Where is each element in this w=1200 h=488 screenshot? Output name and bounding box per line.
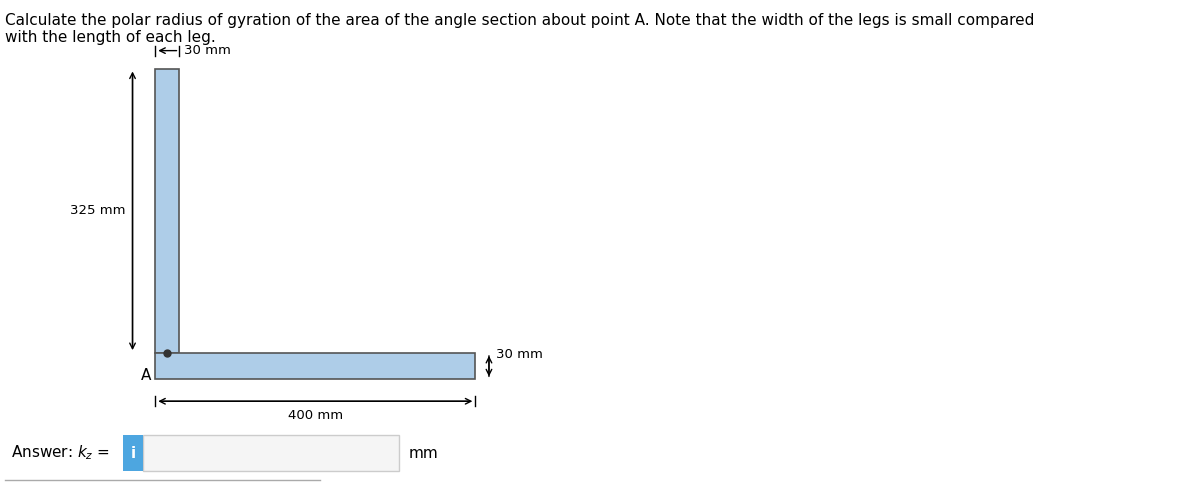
Text: mm: mm <box>408 446 438 461</box>
Text: Answer: $k_z$ =: Answer: $k_z$ = <box>11 444 110 462</box>
Text: 325 mm: 325 mm <box>70 204 125 217</box>
Text: i: i <box>131 446 136 461</box>
Text: Calculate the polar radius of gyration of the area of the angle section about po: Calculate the polar radius of gyration o… <box>5 13 1034 45</box>
FancyBboxPatch shape <box>144 435 400 471</box>
Text: A: A <box>140 368 151 383</box>
FancyBboxPatch shape <box>155 353 475 379</box>
Text: 400 mm: 400 mm <box>288 409 343 422</box>
FancyBboxPatch shape <box>155 69 179 353</box>
FancyBboxPatch shape <box>124 435 144 471</box>
Text: 30 mm: 30 mm <box>497 347 544 361</box>
Text: 30 mm: 30 mm <box>184 44 230 57</box>
